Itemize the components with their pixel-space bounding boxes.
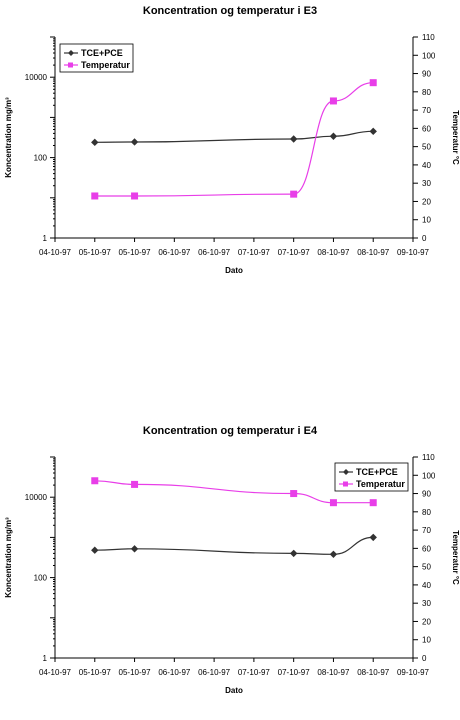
y-left-axis-title: Koncentration mg/m³ xyxy=(4,97,13,178)
y-right-tick-label: 30 xyxy=(422,599,431,608)
data-point-diamond xyxy=(91,138,99,147)
data-point-diamond xyxy=(369,127,377,136)
x-tick-label: 06-10-97 xyxy=(198,668,231,677)
x-tick-label: 07-10-97 xyxy=(278,248,311,257)
x-tick-label: 08-10-97 xyxy=(357,668,390,677)
series-line-tce-pce xyxy=(94,130,374,143)
x-tick-label: 04-10-97 xyxy=(39,668,72,677)
x-tick-label: 07-10-97 xyxy=(238,668,271,677)
x-tick-label: 07-10-97 xyxy=(278,668,311,677)
y-right-tick-label: 60 xyxy=(422,124,431,133)
data-point-diamond xyxy=(130,138,139,146)
chart-e4: Koncentration og temperatur i E4 04-10-97… xyxy=(0,420,460,720)
y-left-axis-title: Koncentration mg/m³ xyxy=(4,517,13,598)
y-right-tick-label: 10 xyxy=(422,636,431,645)
data-point-diamond xyxy=(91,546,99,554)
y-right-tick-label: 80 xyxy=(422,508,431,517)
series-line-tce-pce xyxy=(94,536,374,555)
y-right-tick-label: 90 xyxy=(422,70,431,79)
legend-marker-square xyxy=(68,62,73,68)
y-left-tick-label: 10000 xyxy=(25,493,48,502)
y-right-tick-label: 70 xyxy=(422,106,431,115)
y-right-tick-label: 50 xyxy=(422,143,431,152)
x-tick-label: 07-10-97 xyxy=(238,248,271,257)
data-point-square xyxy=(91,192,99,200)
x-tick-label: 09-10-97 xyxy=(397,248,430,257)
legend-marker-diamond xyxy=(68,50,74,56)
data-point-diamond xyxy=(329,550,338,559)
data-point-square xyxy=(329,499,337,507)
legend-label: TCE+PCE xyxy=(356,467,398,477)
chart-title: Koncentration og temperatur i E4 xyxy=(143,425,318,437)
y-right-tick-label: 60 xyxy=(422,544,431,553)
data-point-square xyxy=(290,490,298,498)
data-point-square xyxy=(91,477,99,485)
y-left-tick-label: 100 xyxy=(34,574,48,583)
data-point-diamond xyxy=(289,135,298,143)
legend-label: Temperatur xyxy=(356,479,405,489)
x-tick-label: 06-10-97 xyxy=(198,248,231,257)
x-axis-title: Dato xyxy=(225,686,243,695)
y-right-tick-label: 0 xyxy=(422,234,427,243)
y-left-tick-label: 100 xyxy=(34,154,48,163)
legend-marker-square xyxy=(343,481,348,487)
data-point-square xyxy=(131,192,139,200)
y-right-tick-label: 70 xyxy=(422,526,431,535)
series-line-temperatur xyxy=(94,480,374,504)
x-tick-label: 09-10-97 xyxy=(397,668,430,677)
y-left-tick-label: 10000 xyxy=(25,73,48,82)
x-tick-label: 06-10-97 xyxy=(158,668,191,677)
data-point-diamond xyxy=(369,533,377,542)
x-tick-label: 05-10-97 xyxy=(79,248,112,257)
y-right-tick-label: 50 xyxy=(422,563,431,572)
y-right-tick-label: 40 xyxy=(422,581,431,590)
y-right-tick-label: 100 xyxy=(422,471,436,480)
x-tick-label: 05-10-97 xyxy=(119,668,152,677)
y-right-axis-title: Temperatur °C xyxy=(451,530,460,585)
data-point-square xyxy=(329,97,337,105)
y-right-axis-title: Temperatur °C xyxy=(451,110,460,165)
x-tick-label: 08-10-97 xyxy=(357,248,390,257)
x-tick-label: 08-10-97 xyxy=(317,668,350,677)
x-tick-label: 06-10-97 xyxy=(158,248,191,257)
data-point-diamond xyxy=(130,545,139,553)
y-right-tick-label: 90 xyxy=(422,490,431,499)
x-axis-title: Dato xyxy=(225,266,243,275)
chart-svg: Koncentration og temperatur i E4 04-10-97… xyxy=(4,425,460,695)
legend-label: TCE+PCE xyxy=(81,48,123,58)
y-right-tick-label: 110 xyxy=(422,453,435,462)
y-right-tick-label: 20 xyxy=(422,197,431,206)
data-point-square xyxy=(131,480,139,488)
data-point-square xyxy=(369,79,377,87)
y-right-tick-label: 110 xyxy=(422,33,435,42)
chart-e3: Koncentration og temperatur i E3 04-10-97… xyxy=(0,0,460,300)
y-right-tick-label: 40 xyxy=(422,161,431,170)
x-tick-label: 04-10-97 xyxy=(39,248,72,257)
y-right-tick-label: 30 xyxy=(422,179,431,188)
chart-svg: Koncentration og temperatur i E3 04-10-97… xyxy=(4,5,460,275)
y-right-tick-label: 20 xyxy=(422,617,431,626)
x-tick-label: 08-10-97 xyxy=(317,248,350,257)
x-tick-label: 05-10-97 xyxy=(79,668,112,677)
data-point-square xyxy=(290,190,298,198)
y-right-tick-label: 10 xyxy=(422,216,431,225)
y-right-tick-label: 80 xyxy=(422,88,431,97)
x-tick-label: 05-10-97 xyxy=(119,248,152,257)
y-right-tick-label: 0 xyxy=(422,654,427,663)
legend-label: Temperatur xyxy=(81,60,130,70)
y-right-tick-label: 100 xyxy=(422,51,436,60)
y-left-tick-label: 1 xyxy=(43,654,48,663)
data-point-diamond xyxy=(329,132,338,140)
data-point-square xyxy=(369,499,377,507)
y-left-tick-label: 1 xyxy=(43,234,48,243)
chart-title: Koncentration og temperatur i E3 xyxy=(143,5,317,17)
legend-marker-diamond xyxy=(343,469,349,475)
data-point-diamond xyxy=(289,549,298,558)
